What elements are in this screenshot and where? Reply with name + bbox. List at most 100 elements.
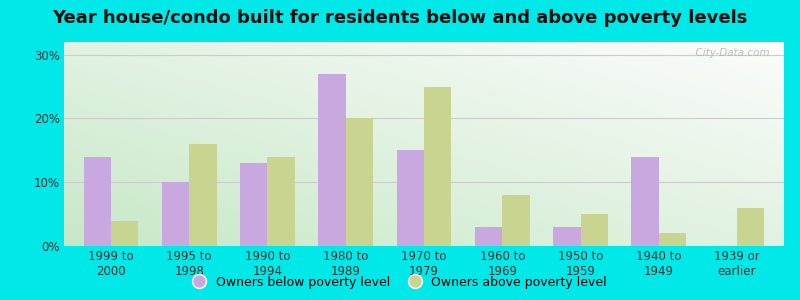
Bar: [64, 42, 784, 43]
Bar: [64, 196, 784, 197]
Bar: [64, 177, 784, 178]
Bar: [64, 188, 784, 189]
Bar: [64, 165, 784, 166]
Bar: [64, 152, 784, 153]
Bar: [64, 193, 784, 194]
Bar: [83, 157, 111, 246]
Bar: [64, 175, 784, 176]
Bar: [64, 44, 784, 45]
Bar: [64, 220, 784, 221]
Bar: [64, 149, 784, 150]
Bar: [64, 98, 784, 99]
Bar: [64, 241, 784, 242]
Bar: [64, 207, 784, 208]
Bar: [64, 109, 784, 110]
Bar: [64, 56, 784, 57]
Bar: [64, 102, 784, 103]
Bar: [64, 151, 784, 152]
Bar: [64, 53, 784, 54]
Bar: [64, 121, 784, 122]
Bar: [64, 74, 784, 75]
Bar: [64, 133, 784, 134]
Bar: [64, 68, 784, 70]
Bar: [64, 60, 784, 62]
Bar: [64, 61, 784, 62]
Bar: [64, 204, 784, 205]
Bar: [64, 189, 784, 190]
Bar: [64, 237, 784, 238]
Bar: [64, 224, 784, 225]
Bar: [64, 242, 784, 243]
Bar: [64, 144, 784, 145]
Bar: [64, 79, 784, 80]
Bar: [64, 130, 784, 131]
Bar: [64, 162, 784, 164]
Bar: [64, 148, 784, 149]
Bar: [64, 232, 784, 233]
Bar: [64, 91, 784, 92]
Bar: [64, 206, 784, 207]
Bar: [64, 112, 784, 113]
Bar: [64, 75, 784, 76]
Bar: [64, 228, 784, 229]
Bar: [64, 118, 784, 119]
Bar: [64, 49, 784, 50]
Bar: [64, 57, 784, 58]
Bar: [64, 169, 784, 170]
Bar: [64, 140, 784, 141]
Bar: [64, 101, 784, 102]
Bar: [64, 194, 784, 195]
Bar: [64, 59, 784, 60]
Bar: [64, 158, 784, 159]
Bar: [64, 107, 784, 108]
Bar: [64, 245, 784, 246]
Bar: [64, 203, 784, 204]
Bar: [64, 155, 784, 156]
Bar: [64, 110, 784, 111]
Bar: [64, 136, 784, 137]
Bar: [64, 190, 784, 191]
Bar: [64, 50, 784, 51]
Bar: [64, 105, 784, 106]
Bar: [64, 116, 784, 118]
Bar: [64, 43, 784, 44]
Bar: [64, 234, 784, 235]
Bar: [64, 95, 784, 96]
Bar: [64, 191, 784, 192]
Bar: [64, 141, 784, 142]
Bar: [64, 223, 784, 224]
Bar: [64, 205, 784, 206]
Bar: [64, 114, 784, 116]
Bar: [64, 99, 784, 100]
Bar: [64, 157, 784, 158]
Bar: [64, 73, 784, 74]
Bar: [64, 209, 784, 210]
Bar: [64, 233, 784, 234]
Bar: [64, 62, 784, 63]
Bar: [64, 197, 784, 198]
Bar: [64, 221, 784, 223]
Bar: [64, 132, 784, 133]
Bar: [397, 150, 424, 246]
Bar: [64, 47, 784, 48]
Bar: [64, 128, 784, 129]
Bar: [64, 159, 784, 160]
Bar: [64, 97, 784, 98]
Bar: [658, 233, 686, 246]
Bar: [64, 181, 784, 182]
Bar: [64, 63, 784, 64]
Bar: [64, 76, 784, 77]
Bar: [64, 216, 784, 217]
Bar: [64, 146, 784, 147]
Bar: [64, 229, 784, 230]
Bar: [64, 208, 784, 209]
Bar: [737, 208, 765, 246]
Bar: [64, 214, 784, 215]
Bar: [64, 170, 784, 172]
Bar: [64, 106, 784, 107]
Bar: [64, 169, 784, 170]
Bar: [64, 123, 784, 124]
Bar: [64, 182, 784, 183]
Bar: [64, 187, 784, 188]
Bar: [64, 135, 784, 136]
